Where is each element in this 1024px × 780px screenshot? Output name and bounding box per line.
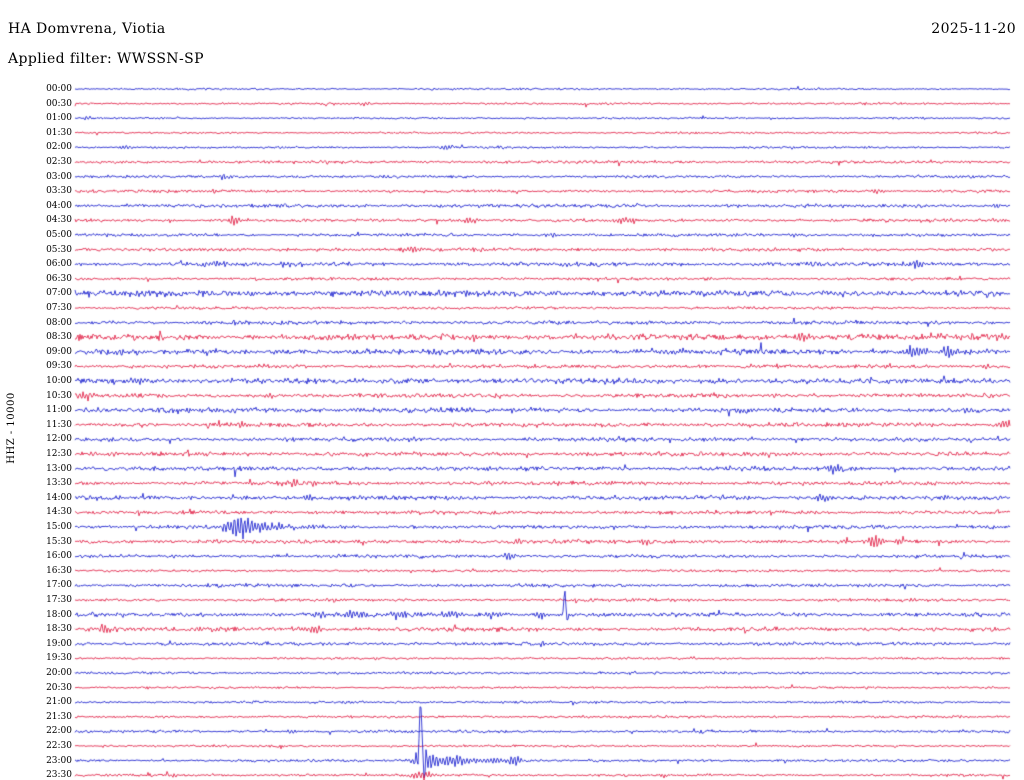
- time-label: 01:00: [46, 113, 72, 124]
- time-label: 17:00: [46, 580, 72, 591]
- time-label: 16:30: [46, 565, 72, 576]
- time-label: 05:30: [46, 244, 72, 255]
- time-label: 01:30: [46, 127, 72, 138]
- time-label: 00:00: [46, 84, 72, 94]
- time-label: 04:00: [46, 200, 72, 211]
- time-label: 07:00: [46, 288, 72, 299]
- time-label: 08:00: [46, 317, 72, 328]
- station-title: HA Domvrena, Viotia: [8, 21, 166, 37]
- time-label: 09:30: [46, 361, 72, 372]
- time-label: 06:30: [46, 273, 72, 284]
- time-label: 02:30: [46, 157, 72, 167]
- time-label: 07:30: [46, 303, 72, 313]
- time-label: 00:30: [46, 98, 72, 109]
- time-label: 17:30: [46, 595, 72, 605]
- time-label: 18:00: [46, 609, 72, 620]
- time-label: 04:30: [46, 215, 72, 226]
- time-label: 20:00: [46, 668, 72, 678]
- time-label: 13:30: [46, 478, 72, 489]
- time-label: 16:00: [46, 551, 72, 562]
- time-label: 03:30: [46, 186, 72, 197]
- time-label: 02:00: [46, 142, 72, 153]
- time-label: 22:00: [46, 726, 72, 737]
- time-label: 08:30: [46, 332, 72, 343]
- time-label: 03:00: [46, 171, 72, 182]
- time-label: 12:30: [46, 449, 72, 459]
- time-label: 10:30: [46, 390, 72, 401]
- time-label: 23:30: [46, 770, 72, 780]
- time-label: 22:30: [46, 741, 72, 751]
- time-label: 11:30: [46, 419, 72, 430]
- time-label: 05:00: [46, 230, 72, 240]
- time-label: 21:00: [46, 697, 72, 708]
- time-label: 13:00: [46, 463, 72, 474]
- filter-label: Applied filter: WWSSN-SP: [8, 51, 204, 67]
- time-label: 19:30: [46, 653, 72, 664]
- time-label: 06:00: [46, 259, 72, 270]
- channel-gain-label: HHZ - 10000: [6, 392, 17, 464]
- time-label: 15:00: [46, 522, 72, 532]
- time-label: 23:00: [46, 755, 72, 766]
- time-label: 12:00: [46, 434, 72, 445]
- time-label: 18:30: [46, 624, 72, 635]
- time-label: 20:30: [46, 682, 72, 693]
- time-label: 14:00: [46, 492, 72, 503]
- time-label: 09:00: [46, 346, 72, 357]
- time-label: 15:30: [46, 536, 72, 547]
- record-date: 2025-11-20: [931, 21, 1016, 37]
- time-label: 21:30: [46, 711, 72, 722]
- time-label: 19:00: [46, 638, 72, 649]
- time-label: 10:00: [46, 376, 72, 386]
- time-label: 11:00: [46, 405, 72, 416]
- time-label: 14:30: [46, 507, 72, 518]
